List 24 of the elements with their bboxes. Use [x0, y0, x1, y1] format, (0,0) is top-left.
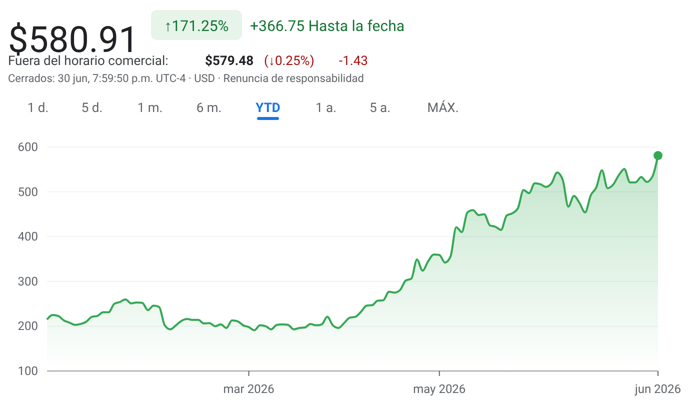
text: YTD — [256, 101, 280, 116]
y-tick-label: 400 — [18, 230, 38, 244]
text: Cerrados: 30 jun, 7:59:50 p.m. UTC-4 · USD · Renuncia de responsabilidad — [8, 72, 364, 85]
text: -1.43 — [339, 54, 368, 69]
text: ↑171.25% — [164, 17, 229, 35]
y-tick-label: 200 — [18, 319, 38, 334]
x-tick-label: may 2026 — [413, 382, 466, 396]
text: $579.48 — [205, 54, 254, 69]
y-tick-label: 600 — [18, 140, 38, 154]
y-tick-label: 500 — [18, 184, 38, 199]
y-tick-label: 300 — [18, 274, 38, 288]
text: Fuera del horario comercial: — [8, 54, 168, 69]
text: 5 d. — [81, 101, 103, 116]
text: 1 d. — [27, 101, 49, 116]
text: 6 m. — [196, 101, 222, 116]
text: 5 a. — [369, 101, 391, 116]
text: 1 a. — [315, 101, 337, 116]
text: (↓0.25%) — [264, 54, 314, 69]
text: MÁX. — [427, 100, 459, 116]
x-tick-label: jun 2026 — [634, 382, 682, 396]
text: +366.75 Hasta la fecha — [250, 17, 405, 35]
x-tick-label: mar 2026 — [223, 382, 275, 396]
text: 1 m. — [137, 101, 163, 116]
y-tick-label: 100 — [18, 364, 38, 378]
